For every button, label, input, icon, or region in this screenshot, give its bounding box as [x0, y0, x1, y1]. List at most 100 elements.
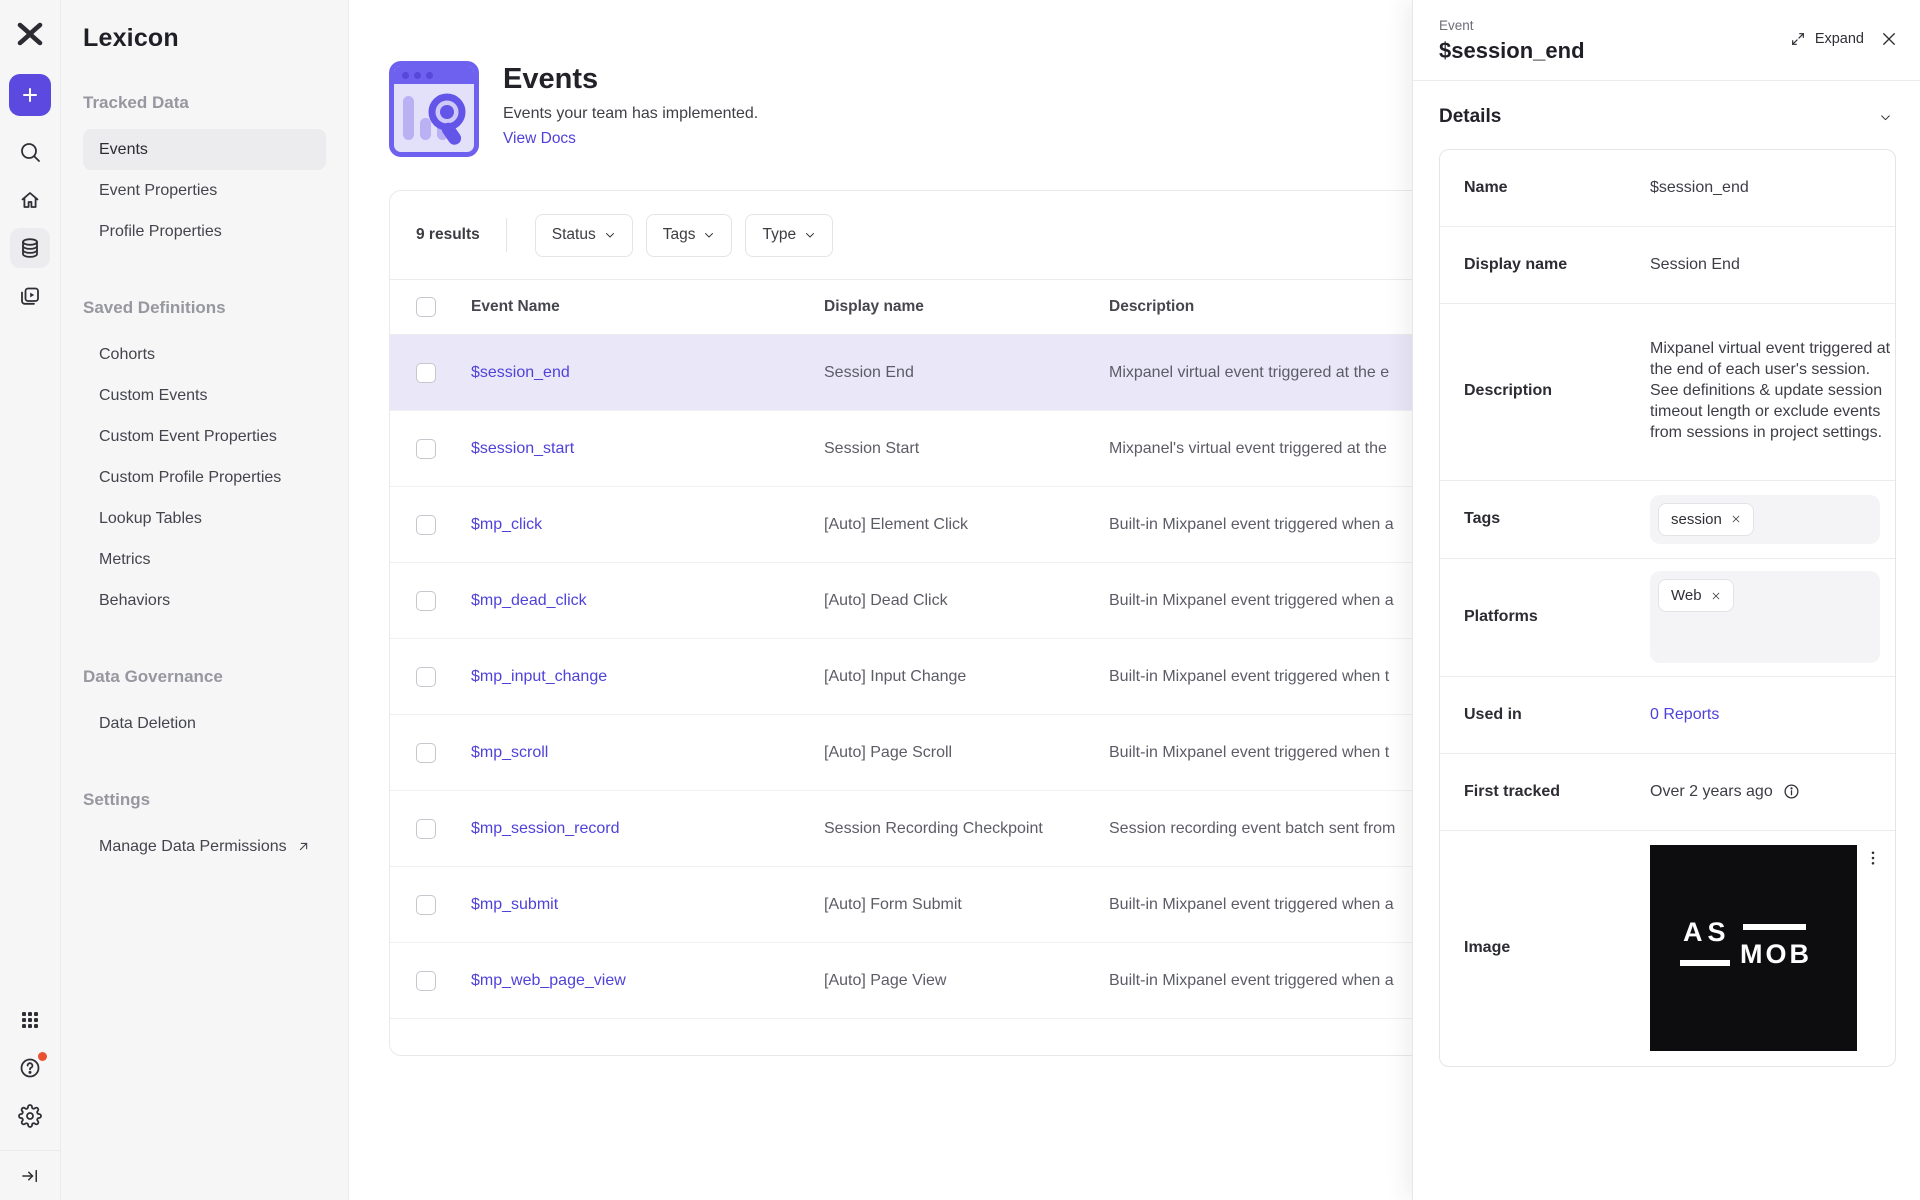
create-button[interactable] — [9, 74, 51, 116]
sidebar-item[interactable]: Custom Profile Properties — [83, 457, 326, 498]
sidebar-item[interactable]: Cohorts — [83, 334, 326, 375]
sidebar-item[interactable]: Custom Events — [83, 375, 326, 416]
table-row[interactable]: $mp_dead_click [Auto] Dead Click Built-i… — [390, 563, 1598, 639]
event-name-link[interactable]: $mp_session_record — [471, 819, 620, 837]
row-checkbox[interactable] — [416, 514, 436, 535]
sidebar-item[interactable]: Metrics — [83, 539, 326, 580]
panel-kicker: Event — [1439, 18, 1474, 33]
detail-row-tags: Tags session — [1440, 481, 1895, 559]
field-label: First tracked — [1464, 782, 1561, 800]
help-icon[interactable] — [10, 1048, 50, 1088]
remove-tag-icon[interactable] — [1731, 514, 1741, 524]
event-description: Session recording event batch sent from — [1109, 819, 1396, 837]
row-checkbox[interactable] — [416, 970, 436, 991]
remove-platform-icon[interactable] — [1711, 591, 1721, 601]
table-row[interactable]: $session_start Session Start Mixpanel's … — [390, 411, 1598, 487]
tags-input[interactable]: session — [1650, 494, 1880, 544]
icon-rail — [0, 0, 61, 1200]
row-checkbox[interactable] — [416, 666, 436, 687]
detail-row-first-tracked: First tracked Over 2 years ago — [1440, 754, 1895, 831]
column-header-event-name: Event Name — [471, 298, 560, 315]
section-saved-definitions: Saved Definitions Cohorts Custom Events … — [61, 298, 348, 621]
sidebar-item[interactable]: Custom Event Properties — [83, 416, 326, 457]
events-table: 9 results Status Tags Type — [389, 190, 1599, 1056]
table-row[interactable]: $mp_scroll [Auto] Page Scroll Built-in M… — [390, 715, 1598, 791]
expand-label: Expand — [1814, 31, 1864, 47]
event-name-link[interactable]: $mp_dead_click — [471, 591, 587, 609]
event-detail-panel: Event $session_end Expand Details Name $… — [1412, 0, 1920, 1200]
row-checkbox[interactable] — [416, 742, 436, 763]
row-checkbox[interactable] — [416, 818, 436, 839]
event-image: AS MOB — [1650, 845, 1857, 1052]
used-in-reports-link[interactable]: 0 Reports — [1650, 705, 1720, 723]
event-name-link[interactable]: $session_end — [471, 363, 570, 381]
platforms-input[interactable]: Web — [1650, 571, 1880, 664]
sidebar-item-label: Cohorts — [99, 345, 156, 363]
table-row[interactable]: $mp_click [Auto] Element Click Built-in … — [390, 487, 1598, 563]
sidebar-item[interactable]: Lookup Tables — [83, 498, 326, 539]
sidebar-item[interactable]: Manage Data Permissions — [83, 826, 326, 867]
sidebar-item-label: Custom Event Properties — [99, 427, 277, 445]
event-display-name: Session Start — [824, 439, 920, 457]
field-value-name: $session_end — [1650, 179, 1749, 196]
event-name-link[interactable]: $mp_web_page_view — [471, 971, 626, 989]
table-row[interactable]: $mp_session_record Session Recording Che… — [390, 791, 1598, 867]
apps-grid-icon[interactable] — [10, 1000, 50, 1040]
view-docs-link[interactable]: View Docs — [503, 130, 576, 147]
info-icon[interactable] — [1783, 783, 1800, 800]
event-name-link[interactable]: $mp_scroll — [471, 743, 549, 761]
event-name-link[interactable]: $mp_submit — [471, 895, 559, 913]
image-text-as: AS — [1683, 917, 1731, 948]
row-checkbox[interactable] — [416, 590, 436, 611]
chevron-down-icon — [605, 233, 614, 238]
close-icon[interactable] — [1880, 30, 1898, 48]
filter-button[interactable]: Tags — [645, 213, 733, 257]
search-icon[interactable] — [10, 132, 50, 172]
settings-gear-icon[interactable] — [10, 1096, 50, 1136]
filter-button-label: Status — [551, 226, 596, 243]
table-row[interactable]: $session_end Session End Mixpanel virtua… — [390, 335, 1598, 411]
event-name-link[interactable]: $session_start — [471, 439, 575, 457]
expand-button[interactable]: Expand — [1790, 31, 1864, 47]
sidebar-item[interactable]: Events — [83, 129, 326, 170]
event-description: Mixpanel virtual event triggered at the … — [1109, 363, 1390, 381]
field-label: Display name — [1464, 256, 1568, 273]
event-name-link[interactable]: $mp_input_change — [471, 667, 608, 685]
sidebar-item[interactable]: Event Properties — [83, 170, 326, 211]
row-checkbox[interactable] — [416, 438, 436, 459]
select-all-checkbox[interactable] — [416, 297, 436, 317]
sidebar-item-label: Manage Data Permissions — [99, 837, 287, 855]
app-title: Lexicon — [83, 24, 179, 52]
home-icon[interactable] — [10, 180, 50, 220]
section-title: Tracked Data — [83, 93, 189, 112]
results-count: 9 results — [416, 226, 480, 243]
event-description: Mixpanel's virtual event triggered at th… — [1109, 439, 1387, 457]
panel-title: $session_end — [1439, 38, 1585, 63]
table-row[interactable]: $mp_web_page_view [Auto] Page View Built… — [390, 943, 1598, 1019]
sidebar-item[interactable]: Data Deletion — [83, 703, 326, 744]
data-management-icon[interactable] — [10, 228, 50, 268]
event-display-name: [Auto] Form Submit — [824, 895, 962, 913]
filter-button[interactable]: Status — [534, 213, 633, 257]
table-row[interactable]: $mp_submit [Auto] Form Submit Built-in M… — [390, 867, 1598, 943]
collapse-sidebar-icon[interactable] — [0, 1150, 60, 1200]
boards-icon[interactable] — [10, 276, 50, 316]
field-label: Description — [1464, 381, 1553, 399]
row-checkbox[interactable] — [416, 362, 436, 383]
detail-row-name: Name $session_end — [1440, 150, 1895, 227]
details-card: Name $session_end Display name Session E… — [1439, 149, 1896, 1067]
filter-button[interactable]: Type — [745, 213, 834, 257]
event-name-link[interactable]: $mp_click — [471, 515, 543, 533]
sidebar-item[interactable]: Profile Properties — [83, 211, 326, 252]
event-display-name: Session End — [824, 363, 914, 381]
detail-row-used-in: Used in 0 Reports — [1440, 677, 1895, 754]
table-row[interactable]: $mp_input_change [Auto] Input Change Bui… — [390, 639, 1598, 715]
sidebar-item[interactable]: Behaviors — [83, 580, 326, 621]
mixpanel-logo-icon[interactable] — [14, 18, 46, 50]
chevron-down-icon[interactable] — [1879, 111, 1892, 124]
panel-header: Event $session_end Expand — [1413, 0, 1920, 81]
sidebar-item-label: Event Properties — [99, 181, 218, 199]
image-menu-kebab-icon[interactable] — [1864, 849, 1882, 872]
row-checkbox[interactable] — [416, 894, 436, 915]
detail-row-image: Image AS MOB — [1440, 831, 1895, 1066]
